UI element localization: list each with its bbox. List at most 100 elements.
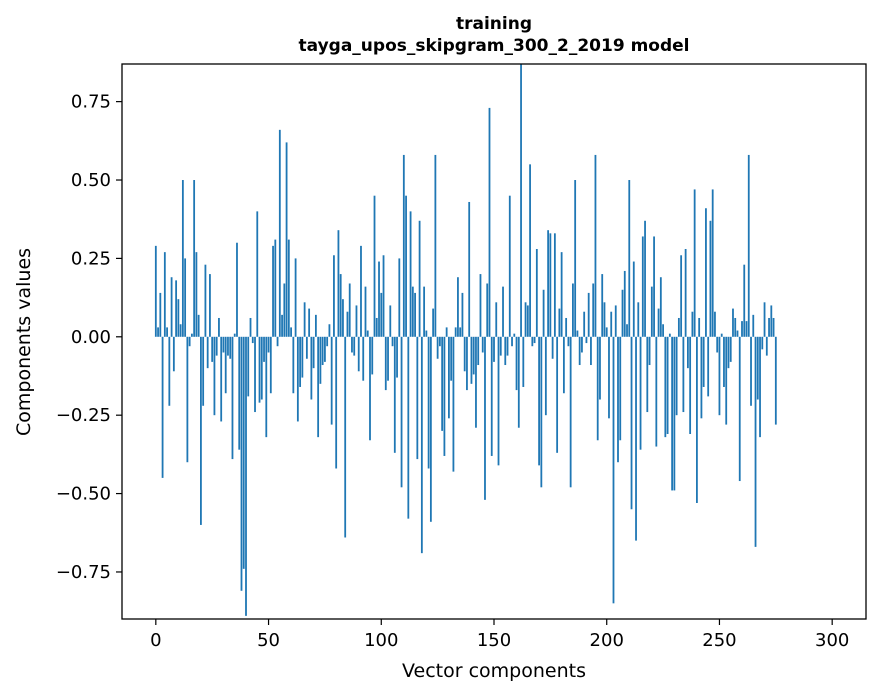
x-tick-label: 200	[590, 630, 624, 651]
bar	[673, 336, 676, 491]
bar	[707, 336, 710, 397]
bar	[725, 336, 728, 425]
bar	[283, 283, 286, 337]
bar	[312, 336, 315, 369]
bar	[278, 129, 281, 337]
bar	[506, 336, 509, 356]
bar	[308, 308, 311, 337]
bar	[355, 305, 358, 337]
bar	[206, 336, 209, 369]
bar	[628, 180, 631, 337]
bar	[574, 180, 577, 337]
bar	[635, 336, 637, 541]
bar	[256, 211, 259, 337]
bar	[233, 333, 236, 337]
bar	[346, 311, 349, 337]
bar	[738, 336, 741, 482]
bar	[621, 289, 624, 337]
bar	[351, 336, 353, 353]
bar	[400, 336, 403, 488]
bar	[675, 336, 678, 416]
bar	[166, 327, 168, 337]
bar	[231, 336, 234, 460]
bar	[357, 336, 360, 372]
bar	[702, 336, 705, 387]
bar	[459, 327, 462, 337]
bar	[407, 336, 410, 519]
bar	[592, 283, 595, 337]
x-axis-label: Vector components	[402, 660, 586, 682]
bar	[495, 302, 498, 337]
bar	[691, 311, 694, 337]
bar	[204, 264, 207, 337]
bar	[423, 286, 426, 337]
bar	[524, 302, 527, 337]
bar	[479, 274, 482, 337]
bar	[601, 274, 604, 337]
bar	[163, 252, 166, 337]
bar	[294, 258, 297, 337]
bar	[202, 336, 205, 406]
bar	[583, 311, 586, 337]
bar	[590, 336, 592, 366]
bar	[247, 336, 250, 397]
bar	[774, 336, 777, 425]
bar	[659, 277, 662, 337]
x-axis: 0 50 100 150 200 250 300	[150, 619, 849, 651]
bar	[682, 336, 685, 413]
bar	[677, 317, 680, 337]
y-tick-label: 0.75	[71, 92, 111, 113]
bar	[705, 208, 707, 337]
bar	[285, 142, 288, 337]
bar	[348, 283, 351, 337]
bar	[743, 264, 746, 337]
bar	[655, 336, 658, 447]
bar	[745, 321, 748, 337]
bar	[720, 333, 723, 337]
bar	[619, 336, 622, 441]
bar	[328, 324, 331, 337]
bar	[301, 336, 304, 378]
bar	[617, 336, 619, 463]
bar	[734, 317, 737, 337]
bar	[380, 292, 383, 337]
bar	[551, 336, 554, 359]
bar	[709, 220, 712, 337]
bar	[632, 261, 635, 337]
bar	[497, 336, 500, 466]
bar	[168, 336, 171, 406]
bar	[448, 336, 450, 419]
bar	[650, 286, 653, 337]
bar	[242, 336, 245, 569]
bar	[544, 336, 547, 416]
bar	[321, 336, 324, 366]
bar	[770, 305, 773, 337]
bar	[540, 336, 543, 488]
bar	[387, 336, 389, 381]
bar	[287, 239, 290, 337]
y-tick-label: 0.00	[71, 327, 111, 348]
bar	[269, 336, 272, 394]
bar	[562, 336, 565, 394]
bar	[761, 336, 764, 350]
bar	[157, 327, 159, 337]
bar	[251, 336, 254, 344]
bar	[585, 336, 588, 344]
bar	[741, 321, 743, 337]
bar	[472, 336, 475, 375]
bar	[680, 255, 683, 337]
bar	[420, 336, 423, 554]
bar	[531, 336, 534, 347]
bar	[218, 317, 220, 337]
bar	[603, 302, 606, 337]
bar	[429, 336, 432, 522]
bar	[369, 336, 371, 441]
bar	[366, 330, 369, 337]
bar	[484, 336, 486, 500]
bar	[249, 317, 252, 337]
y-tick-label: −0.25	[56, 405, 111, 426]
y-tick-label: −0.50	[56, 484, 111, 505]
bar	[373, 195, 376, 337]
